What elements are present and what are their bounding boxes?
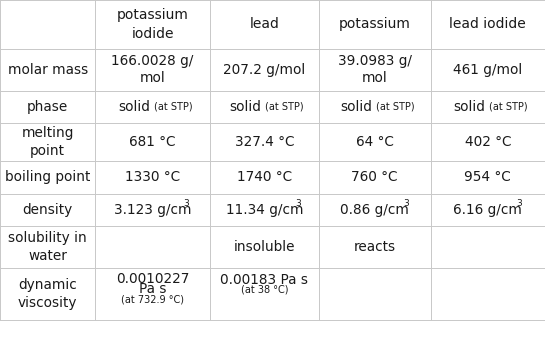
Text: 327.4 °C: 327.4 °C: [234, 135, 294, 149]
Text: 402 °C: 402 °C: [464, 135, 511, 149]
Text: solubility in
water: solubility in water: [8, 231, 87, 263]
Text: 39.0983 g/
mol: 39.0983 g/ mol: [338, 54, 411, 85]
Text: 166.0028 g/
mol: 166.0028 g/ mol: [111, 54, 194, 85]
Text: 6.16 g/cm: 6.16 g/cm: [453, 203, 522, 217]
Text: lead: lead: [250, 17, 279, 31]
Text: Pa s: Pa s: [139, 282, 166, 296]
Text: boiling point: boiling point: [5, 171, 90, 184]
Text: solid: solid: [118, 100, 150, 114]
Text: solid: solid: [453, 100, 485, 114]
Text: solid: solid: [230, 100, 262, 114]
Text: phase: phase: [27, 100, 68, 114]
Text: 3: 3: [184, 199, 190, 208]
Text: 207.2 g/mol: 207.2 g/mol: [223, 63, 305, 77]
Text: (at STP): (at STP): [265, 102, 304, 112]
Text: 3.123 g/cm: 3.123 g/cm: [114, 203, 191, 217]
Text: melting
point: melting point: [21, 126, 74, 158]
Text: 0.0010227: 0.0010227: [116, 272, 189, 286]
Text: 0.00183 Pa s: 0.00183 Pa s: [220, 273, 308, 287]
Text: 461 g/mol: 461 g/mol: [453, 63, 523, 77]
Text: density: density: [22, 203, 73, 217]
Text: dynamic
viscosity: dynamic viscosity: [18, 278, 77, 310]
Text: (at 732.9 °C): (at 732.9 °C): [121, 294, 184, 304]
Text: 3: 3: [516, 199, 522, 208]
Text: (at STP): (at STP): [376, 102, 414, 112]
Text: 1330 °C: 1330 °C: [125, 171, 180, 184]
Text: 11.34 g/cm: 11.34 g/cm: [226, 203, 303, 217]
Text: molar mass: molar mass: [8, 63, 88, 77]
Text: 954 °C: 954 °C: [464, 171, 511, 184]
Text: (at STP): (at STP): [154, 102, 192, 112]
Text: (at STP): (at STP): [489, 102, 528, 112]
Text: 1740 °C: 1740 °C: [237, 171, 292, 184]
Text: reacts: reacts: [354, 240, 396, 254]
Text: 681 °C: 681 °C: [129, 135, 176, 149]
Text: potassium
iodide: potassium iodide: [117, 8, 189, 41]
Text: insoluble: insoluble: [234, 240, 295, 254]
Text: (at 38 °C): (at 38 °C): [240, 284, 288, 294]
Text: 3: 3: [403, 199, 409, 208]
Text: lead iodide: lead iodide: [450, 17, 526, 31]
Text: 0.86 g/cm: 0.86 g/cm: [340, 203, 409, 217]
Text: solid: solid: [340, 100, 372, 114]
Text: 64 °C: 64 °C: [356, 135, 393, 149]
Text: potassium: potassium: [339, 17, 410, 31]
Text: 3: 3: [295, 199, 301, 208]
Text: 760 °C: 760 °C: [352, 171, 398, 184]
